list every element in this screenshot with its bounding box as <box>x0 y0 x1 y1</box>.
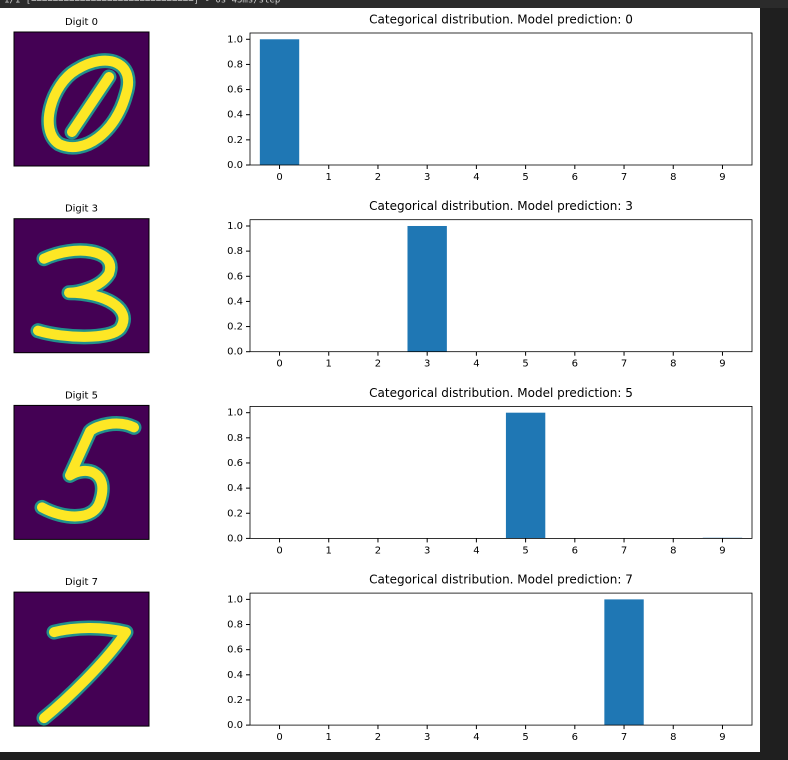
x-tick-label: 2 <box>375 359 381 370</box>
plot-frame <box>249 405 753 539</box>
x-tick-label: 6 <box>572 545 578 556</box>
x-tick-label: 7 <box>621 732 627 743</box>
x-tick-label: 7 <box>621 172 627 183</box>
digit-stroke <box>39 622 131 724</box>
chart-title: Categorical distribution. Model predicti… <box>369 386 633 400</box>
chart-title: Categorical distribution. Model predicti… <box>369 13 633 27</box>
plot-frame <box>249 32 753 166</box>
x-tick-label: 6 <box>572 359 578 370</box>
x-tick-label: 3 <box>424 732 430 743</box>
x-tick-label: 5 <box>522 359 528 370</box>
x-tick-label: 7 <box>621 545 627 556</box>
y-tick-label: 0.2 <box>227 322 243 333</box>
x-tick-label: 9 <box>719 172 725 183</box>
x-tick-label: 4 <box>473 732 479 743</box>
y-tick-label: 0.4 <box>227 110 243 121</box>
y-tick-label: 1.0 <box>227 408 243 419</box>
digit-stroke <box>37 418 139 522</box>
x-tick-label: 2 <box>375 172 381 183</box>
y-tick-label: 0.0 <box>227 160 243 171</box>
x-tick-label: 1 <box>326 172 332 183</box>
plot-frame <box>249 219 753 353</box>
y-tick-label: 0.2 <box>227 508 243 519</box>
image-title: Digit 5 <box>65 390 98 401</box>
x-tick-label: 9 <box>719 732 725 743</box>
y-tick-label: 0.6 <box>227 85 243 96</box>
digit-image <box>13 404 150 540</box>
y-tick-label: 0.4 <box>227 483 243 494</box>
x-tick-label: 2 <box>375 732 381 743</box>
x-tick-label: 1 <box>326 359 332 370</box>
console-bar <box>0 0 788 8</box>
x-tick-label: 8 <box>670 732 676 743</box>
x-tick-label: 0 <box>276 732 282 743</box>
x-tick-label: 5 <box>522 172 528 183</box>
digit-image <box>13 31 150 167</box>
x-tick-label: 6 <box>572 732 578 743</box>
y-tick-label: 0.2 <box>227 135 243 146</box>
y-tick-label: 0.4 <box>227 670 243 681</box>
x-tick-label: 6 <box>572 172 578 183</box>
x-tick-label: 0 <box>276 545 282 556</box>
chart-title: Categorical distribution. Model predicti… <box>369 199 633 213</box>
bar <box>604 599 644 726</box>
digit-image <box>13 218 150 354</box>
x-tick-label: 8 <box>670 172 676 183</box>
y-tick-label: 0.0 <box>227 533 243 544</box>
x-tick-label: 8 <box>670 359 676 370</box>
y-tick-label: 0.6 <box>227 458 243 469</box>
y-tick-label: 0.8 <box>227 59 243 70</box>
x-tick-label: 1 <box>326 732 332 743</box>
bar <box>407 225 447 352</box>
x-tick-label: 3 <box>424 359 430 370</box>
y-tick-label: 0.6 <box>227 645 243 656</box>
y-tick-label: 0.0 <box>227 720 243 731</box>
y-tick-label: 0.0 <box>227 347 243 358</box>
image-background <box>13 591 150 727</box>
y-tick-label: 0.8 <box>227 246 243 257</box>
y-tick-label: 1.0 <box>227 594 243 605</box>
bar <box>505 412 546 539</box>
image-title: Digit 7 <box>65 577 98 588</box>
x-tick-label: 3 <box>424 172 430 183</box>
x-tick-label: 4 <box>473 172 479 183</box>
digit-image <box>13 591 150 727</box>
x-tick-label: 8 <box>670 545 676 556</box>
x-tick-label: 0 <box>276 359 282 370</box>
x-tick-label: 2 <box>375 545 381 556</box>
digit-stroke <box>33 245 129 342</box>
x-tick-label: 1 <box>326 545 332 556</box>
y-tick-label: 0.6 <box>227 271 243 282</box>
x-tick-label: 0 <box>276 172 282 183</box>
y-tick-label: 0.8 <box>227 620 243 631</box>
digit-stroke <box>43 55 133 153</box>
chart-title: Categorical distribution. Model predicti… <box>369 573 633 587</box>
y-tick-label: 1.0 <box>227 221 243 232</box>
image-title: Digit 3 <box>65 204 98 215</box>
x-tick-label: 5 <box>522 732 528 743</box>
x-tick-label: 7 <box>621 359 627 370</box>
x-tick-label: 4 <box>473 359 479 370</box>
y-tick-label: 0.2 <box>227 695 243 706</box>
image-title: Digit 0 <box>65 17 98 28</box>
x-tick-label: 5 <box>522 545 528 556</box>
console-output: 1/1 [==============================] - 0… <box>4 0 280 6</box>
y-tick-label: 0.8 <box>227 433 243 444</box>
x-tick-label: 9 <box>719 545 725 556</box>
y-tick-label: 0.4 <box>227 296 243 307</box>
plot-frame <box>249 592 753 726</box>
y-tick-label: 1.0 <box>227 34 243 45</box>
x-tick-label: 4 <box>473 545 479 556</box>
x-tick-label: 3 <box>424 545 430 556</box>
bar <box>259 39 300 165</box>
x-tick-label: 9 <box>719 359 725 370</box>
